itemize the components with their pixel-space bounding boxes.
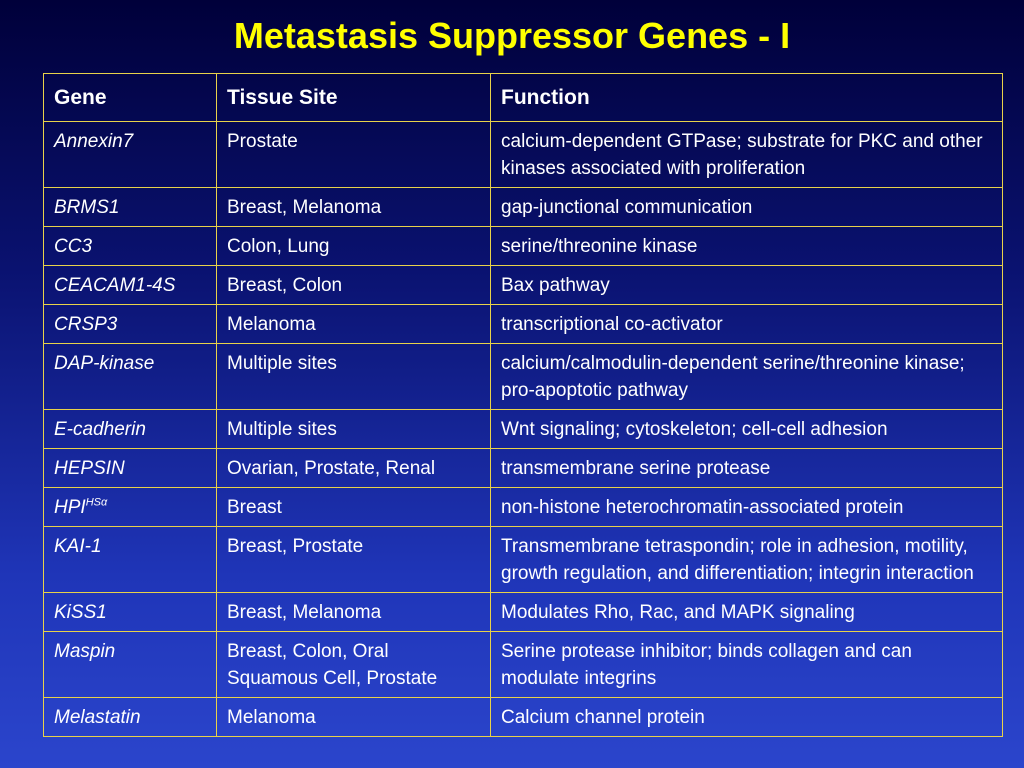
gene-name: HPI [54, 497, 86, 518]
cell-tissue-site: Ovarian, Prostate, Renal [216, 448, 491, 488]
table-header-row: Gene Tissue Site Function [43, 73, 1003, 122]
cell-gene: Maspin [43, 631, 217, 698]
table-row: Melastatin Melanoma Calcium channel protei… [43, 697, 1003, 737]
cell-gene: E-cadherin [43, 409, 217, 449]
gene-name: CEACAM1-4S [54, 275, 176, 296]
table-row: HPIHSα Breast non-histone heterochromatin-… [43, 487, 1003, 527]
cell-function: serine/threonine kinase [490, 226, 1003, 266]
header-tissue-site: Tissue Site [216, 73, 491, 122]
cell-tissue-site: Prostate [216, 121, 491, 188]
table-row: DAP-kinase Multiple sites calcium/calmodul… [43, 343, 1003, 410]
cell-gene: KAI-1 [43, 526, 217, 593]
cell-gene: HPIHSα [43, 487, 217, 527]
cell-tissue-site: Breast, Melanoma [216, 592, 491, 632]
cell-tissue-site: Breast, Colon, Oral Squamous Cell, Prost… [216, 631, 491, 698]
cell-tissue-site: Breast, Prostate [216, 526, 491, 593]
cell-tissue-site: Melanoma [216, 697, 491, 737]
cell-tissue-site: Multiple sites [216, 409, 491, 449]
cell-function: Calcium channel protein [490, 697, 1003, 737]
gene-name: DAP-kinase [54, 353, 155, 374]
table-row: BRMS1 Breast, Melanoma gap-junctional comm… [43, 187, 1003, 227]
gene-name: Melastatin [54, 707, 141, 728]
header-function: Function [490, 73, 1003, 122]
table-row: CEACAM1-4S Breast, Colon Bax pathway [43, 265, 1003, 305]
cell-function: Transmembrane tetraspondin; role in adhe… [490, 526, 1003, 593]
table-row: CC3 Colon, Lung serine/threonine kinase [43, 226, 1003, 266]
gene-name: HEPSIN [54, 458, 125, 479]
cell-tissue-site: Melanoma [216, 304, 491, 344]
gene-superscript: HSα [85, 496, 108, 509]
cell-function: transcriptional co-activator [490, 304, 1003, 344]
cell-tissue-site: Colon, Lung [216, 226, 491, 266]
genes-table: Gene Tissue Site Function Annexin7 Prosta… [43, 73, 1003, 737]
table-row: CRSP3 Melanoma transcriptional co-activato… [43, 304, 1003, 344]
gene-name: BRMS1 [54, 197, 120, 218]
table-row: Annexin7 Prostate calcium-dependent GTPase… [43, 121, 1003, 188]
cell-gene: DAP-kinase [43, 343, 217, 410]
cell-tissue-site: Breast, Melanoma [216, 187, 491, 227]
cell-gene: CC3 [43, 226, 217, 266]
slide-title: Metastasis Suppressor Genes - I [233, 15, 791, 56]
cell-tissue-site: Breast [216, 487, 491, 527]
cell-function: Serine protease inhibitor; binds collage… [490, 631, 1003, 698]
table-row: KiSS1 Breast, Melanoma Modulates Rho, Rac,… [43, 592, 1003, 632]
cell-gene: Melastatin [43, 697, 217, 737]
gene-name: Maspin [54, 641, 116, 662]
cell-gene: BRMS1 [43, 187, 217, 227]
cell-gene: CEACAM1-4S [43, 265, 217, 305]
cell-gene: HEPSIN [43, 448, 217, 488]
gene-name: CRSP3 [54, 314, 118, 335]
gene-name: CC3 [54, 236, 93, 257]
cell-tissue-site: Multiple sites [216, 343, 491, 410]
cell-function: gap-junctional communication [490, 187, 1003, 227]
gene-name: KiSS1 [54, 602, 107, 623]
table-row: Maspin Breast, Colon, Oral Squamous Cell,… [43, 631, 1003, 698]
header-gene: Gene [43, 73, 217, 122]
gene-name: Annexin7 [54, 131, 134, 152]
table-row: HEPSIN Ovarian, Prostate, Renal transmembr… [43, 448, 1003, 488]
cell-gene: KiSS1 [43, 592, 217, 632]
cell-function: calcium-dependent GTPase; substrate for … [490, 121, 1003, 188]
table-row: E-cadherin Multiple sites Wnt signaling; c… [43, 409, 1003, 449]
cell-function: Modulates Rho, Rac, and MAPK signaling [490, 592, 1003, 632]
cell-function: calcium/calmodulin-dependent serine/thre… [490, 343, 1003, 410]
cell-gene: CRSP3 [43, 304, 217, 344]
cell-gene: Annexin7 [43, 121, 217, 188]
table-body: Annexin7 Prostate calcium-dependent GTPase… [43, 121, 1003, 737]
cell-function: transmembrane serine protease [490, 448, 1003, 488]
cell-function: Bax pathway [490, 265, 1003, 305]
table-row: KAI-1 Breast, Prostate Transmembrane tetra… [43, 526, 1003, 593]
gene-name: E-cadherin [54, 419, 146, 440]
cell-function: non-histone heterochromatin-associated p… [490, 487, 1003, 527]
cell-function: Wnt signaling; cytoskeleton; cell-cell a… [490, 409, 1003, 449]
cell-tissue-site: Breast, Colon [216, 265, 491, 305]
gene-name: KAI-1 [54, 536, 102, 557]
